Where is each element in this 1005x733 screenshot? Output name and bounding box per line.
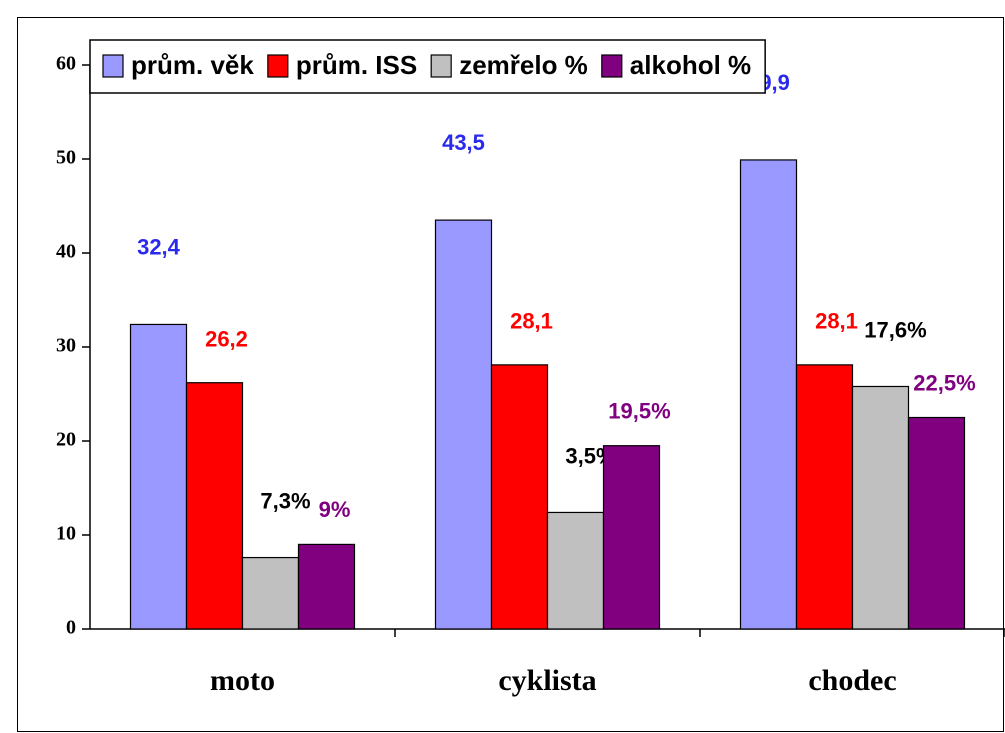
data-label: 22,5%: [913, 370, 975, 395]
legend-swatch: [102, 54, 124, 78]
data-label: 19,5%: [608, 399, 670, 424]
x-tick-label: moto: [210, 664, 275, 697]
data-label: 7,3%: [260, 488, 310, 513]
bar: [739, 159, 798, 630]
legend-label: alkohol %: [630, 50, 751, 80]
x-tick-label: cyklista: [498, 664, 596, 697]
y-tick-label: 20: [56, 429, 76, 451]
bar: [851, 385, 910, 630]
y-tick-label: 10: [56, 523, 76, 545]
data-label: 43,5: [442, 130, 485, 155]
legend-swatch: [267, 54, 289, 78]
y-tick-label: 50: [56, 147, 76, 169]
legend-label: prům. věk: [131, 50, 254, 80]
data-label: 26,2: [205, 327, 248, 352]
legend-label: prům. ISS: [296, 50, 417, 80]
bar: [795, 364, 854, 630]
bar: [185, 382, 244, 630]
bar: [546, 511, 605, 630]
legend-swatch: [430, 54, 452, 78]
bar: [297, 543, 356, 630]
bar: [490, 364, 549, 630]
data-label: 28,1: [510, 309, 553, 334]
bar: [434, 219, 493, 630]
bar: [241, 556, 300, 630]
x-tick-label: chodec: [808, 664, 896, 697]
bar: [129, 323, 188, 630]
y-tick-label: 30: [56, 335, 76, 357]
y-tick-label: 0: [66, 617, 76, 639]
legend-swatch: [601, 54, 623, 78]
y-tick-label: 40: [56, 241, 76, 263]
legend: [89, 39, 766, 94]
data-label: 32,4: [137, 234, 181, 259]
data-label: 17,6%: [864, 317, 926, 342]
y-tick-label: 60: [56, 53, 76, 75]
data-label: 9%: [319, 497, 351, 522]
data-label: 28,1: [815, 309, 858, 334]
bar: [907, 416, 966, 630]
legend-label: zemřelo %: [459, 50, 588, 80]
bar: [602, 445, 661, 630]
